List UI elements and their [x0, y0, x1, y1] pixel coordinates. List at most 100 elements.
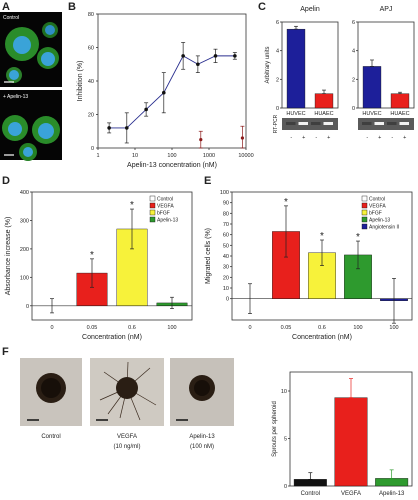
- data-point-b: [161, 90, 166, 95]
- bar-c: [286, 28, 306, 109]
- x-tick-label-c: HUAEC: [314, 111, 333, 117]
- plot-frame-c: [357, 21, 415, 109]
- spheroid-image-apelin13: [170, 358, 234, 426]
- gel-band-c: [286, 122, 296, 125]
- y-tick-label-c: 4: [352, 49, 355, 55]
- legend-label-e: VEGFA: [369, 204, 386, 210]
- legend-label-e: Angiotensin II: [369, 225, 399, 231]
- bar-f: [334, 397, 368, 487]
- y-tick-label-d: 300: [20, 218, 29, 224]
- spheroid-image-control: [20, 358, 82, 426]
- x-tick-label-f: VEGFA: [341, 491, 361, 497]
- y-tick-label-e: 30: [223, 265, 229, 271]
- series-line-b: [109, 55, 235, 129]
- x-tick-label-d: 0.05: [87, 325, 98, 331]
- y-axis-label-d: Absorbance increase (%): [5, 217, 12, 296]
- panel-c: C Apelin 0 2 4 6 Arbitrary units HUVEC HUAEC - + -…: [258, 1, 415, 141]
- gel-band-c: [374, 122, 384, 125]
- bar-c: [362, 66, 382, 109]
- panel-d-letter: D: [2, 175, 10, 187]
- chart-title-c: APJ: [380, 6, 393, 13]
- gel-lane-label-c: -: [315, 135, 317, 141]
- x-axis-label-d: Concentration (nM): [82, 334, 142, 341]
- plot-frame-c: [281, 21, 339, 109]
- significance-star-d: *: [130, 200, 134, 211]
- legend-swatch-d: [149, 209, 156, 216]
- y-axis-label-b: Inhibition (%): [77, 61, 84, 102]
- x-tick-label-c: HUVEC: [362, 111, 381, 117]
- y-tick-label-e: 40: [223, 254, 229, 260]
- y-axis-label-c: Arbitrary units: [265, 46, 271, 83]
- x-tick-label-e: 100: [353, 325, 362, 331]
- y-tick-label-b: 60: [88, 46, 94, 52]
- panel-f-letter: F: [2, 346, 9, 358]
- gel-band-c: [387, 122, 397, 125]
- data-point-b: [144, 107, 148, 112]
- gel-strip-c: [282, 118, 338, 130]
- y-tick-label-f: 0: [284, 484, 287, 490]
- data-point-b: [213, 54, 218, 58]
- bar-f: [375, 478, 409, 487]
- x-tick-label-d: 0.6: [128, 325, 136, 331]
- y-tick-label-e: 50: [223, 243, 229, 249]
- y-tick-label-c: 6: [352, 20, 355, 26]
- bar-f: [293, 479, 327, 487]
- bar-c: [390, 93, 410, 109]
- data-point-b: [107, 126, 111, 130]
- y-tick-label-f: 5: [284, 437, 287, 443]
- x-tick-label-b: 100: [167, 153, 176, 159]
- legend-label-d: bFGF: [157, 211, 170, 217]
- x-tick-label-f: Apelin-13: [379, 491, 405, 497]
- x-tick-label-b: 10: [132, 153, 138, 159]
- y-tick-label-d: 100: [20, 275, 29, 281]
- y-tick-label-c: 2: [352, 77, 355, 83]
- y-tick-label-c: 6: [276, 20, 279, 26]
- caption-vegfa: VEGFA: [117, 434, 137, 440]
- x-tick-label-f: Control: [301, 491, 320, 497]
- caption-apelin13: Apelin-13: [189, 434, 215, 440]
- gel-lane-label-c: -: [391, 135, 393, 141]
- gel-lane-label-c: +: [403, 135, 406, 141]
- y-tick-label-d: 400: [20, 190, 29, 196]
- gel-lane-label-c: +: [378, 135, 381, 141]
- gel-label-c: RT-PCR: [273, 114, 279, 133]
- chart-title-c: Apelin: [300, 6, 320, 13]
- y-tick-label-c: 0: [352, 106, 355, 112]
- spheroid-image-vegfa: [90, 358, 164, 426]
- y-tick-label-f: 10: [281, 389, 287, 395]
- legend-swatch-e: [361, 202, 368, 209]
- y-tick-label-e: 10: [223, 286, 229, 292]
- gel-lane-label-c: +: [302, 135, 305, 141]
- panel-f: F Control VEGFA (10 n: [2, 346, 413, 497]
- panel-b-letter: B: [68, 1, 76, 13]
- y-tick-label-e: 80: [223, 211, 229, 217]
- data-point-b: [196, 62, 200, 67]
- legend-swatch-e: [361, 216, 368, 223]
- y-tick-label-e: 60: [223, 233, 229, 239]
- bar-c: [314, 93, 334, 109]
- x-tick-label-c: HUVEC: [286, 111, 305, 117]
- x-tick-label-d: 0: [50, 325, 53, 331]
- legend-swatch-d: [149, 202, 156, 209]
- legend-swatch-e: [361, 209, 368, 216]
- label-control: Control: [3, 15, 19, 21]
- data-point-b: [233, 54, 237, 58]
- x-tick-label-b: 1: [96, 153, 99, 159]
- gel-strip-c: [358, 118, 414, 130]
- x-tick-label-e: 0.6: [318, 325, 326, 331]
- data-point-b: [124, 126, 129, 130]
- caption-vegfa-dose: (10 ng/ml): [113, 444, 140, 450]
- y-tick-label-c: 4: [276, 49, 279, 55]
- y-tick-label-e: 70: [223, 222, 229, 228]
- significance-star-e: *: [320, 231, 324, 242]
- legend-label-d: Control: [157, 197, 173, 203]
- gel-band-c: [362, 122, 372, 125]
- caption-apelin13-dose: (100 nM): [190, 444, 214, 450]
- y-tick-label-e: 0: [226, 297, 229, 303]
- x-tick-label-e: 100: [389, 325, 398, 331]
- legend-swatch-e: [361, 195, 368, 202]
- y-tick-label-c: 0: [276, 106, 279, 112]
- significance-star-e: *: [356, 232, 360, 243]
